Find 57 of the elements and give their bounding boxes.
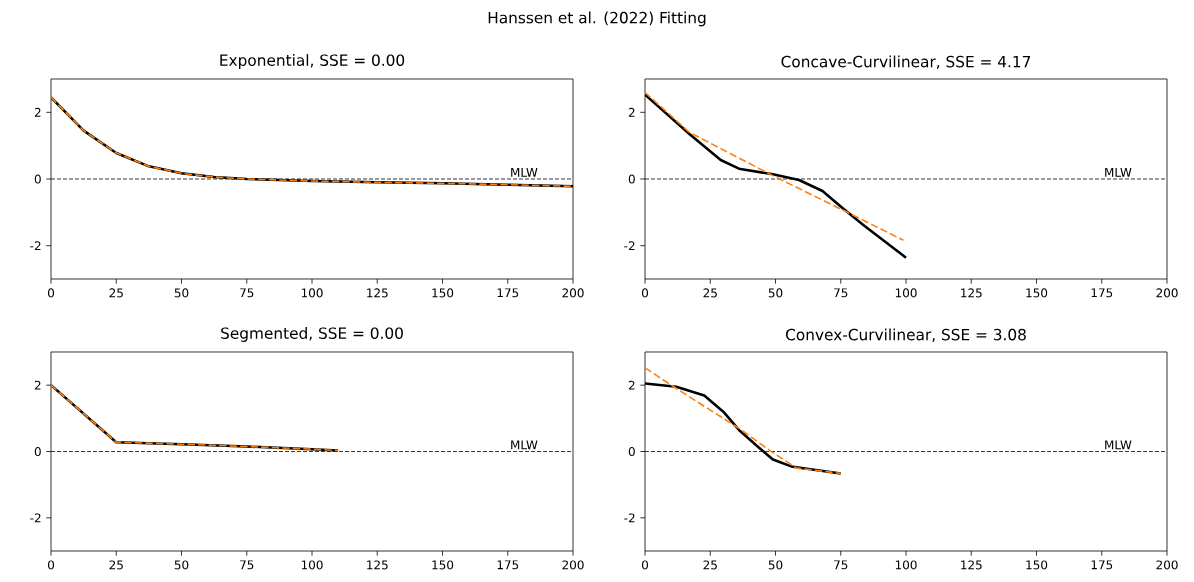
x-tick-label: 175 — [1091, 288, 1113, 298]
y-tick-label: 2 — [34, 380, 41, 390]
x-tick-label: 175 — [497, 560, 519, 570]
x-tick-label: 150 — [432, 560, 454, 570]
x-tick-label: 75 — [834, 560, 848, 570]
y-tick-label: -2 — [30, 241, 41, 251]
x-tick-label: 150 — [1026, 560, 1048, 570]
x-tick-label: 125 — [367, 560, 388, 570]
chart-title: Concave-Curvilinear, SSE = 4.17 — [781, 55, 1031, 69]
x-tick-label: 25 — [109, 560, 123, 570]
y-tick-label: 2 — [34, 107, 41, 117]
x-tick-label: 25 — [109, 288, 123, 298]
ref-line-label: MLW — [1105, 167, 1132, 177]
chart-title: Exponential, SSE = 0.00 — [220, 54, 405, 69]
x-tick-label: 200 — [1156, 288, 1178, 298]
chart-title: Segmented, SSE = 0.00 — [221, 327, 403, 342]
x-tick-label: 100 — [301, 288, 323, 298]
y-tick-label: -2 — [30, 513, 41, 523]
y-tick-label: 0 — [34, 446, 41, 457]
y-tick-label: 0 — [628, 174, 635, 184]
x-tick-label: 125 — [961, 288, 982, 298]
x-tick-label: 50 — [768, 288, 783, 298]
x-tick-label: 175 — [1091, 560, 1113, 570]
x-tick-label: 0 — [47, 560, 55, 570]
ref-line-label: MLW — [511, 440, 538, 450]
x-tick-label: 50 — [768, 560, 783, 570]
x-tick-label: 50 — [174, 560, 189, 570]
y-tick-label: 0 — [34, 174, 41, 184]
x-tick-label: 0 — [641, 288, 649, 298]
x-tick-label: 75 — [834, 288, 848, 298]
x-tick-label: 125 — [367, 288, 388, 298]
x-tick-label: 200 — [1156, 560, 1178, 570]
x-tick-label: 50 — [174, 288, 189, 298]
y-tick-label: -2 — [624, 513, 635, 523]
chart-title: Convex-Curvilinear, SSE = 3.08 — [786, 328, 1026, 342]
x-tick-label: 25 — [703, 560, 717, 570]
x-tick-label: 0 — [641, 560, 649, 570]
y-tick-label: -2 — [624, 241, 635, 251]
text: Hanssen et al. (2022) Fitting — [488, 11, 706, 27]
ref-line-label: MLW — [1105, 440, 1132, 450]
x-tick-label: 200 — [562, 560, 584, 570]
x-tick-label: 150 — [1026, 288, 1048, 298]
ref-line-label: MLW — [511, 167, 538, 177]
x-tick-label: 200 — [562, 288, 584, 298]
x-tick-label: 100 — [895, 560, 917, 570]
x-tick-label: 175 — [497, 288, 519, 298]
y-tick-label: 0 — [628, 446, 635, 457]
x-tick-label: 25 — [703, 288, 717, 298]
x-tick-label: 150 — [432, 288, 454, 298]
x-tick-label: 75 — [240, 560, 254, 570]
x-tick-label: 0 — [47, 288, 55, 298]
x-tick-label: 100 — [301, 560, 323, 570]
x-tick-label: 100 — [895, 288, 917, 298]
y-tick-label: 2 — [628, 380, 635, 390]
x-tick-label: 125 — [961, 560, 982, 570]
x-tick-label: 75 — [240, 288, 254, 298]
y-tick-label: 2 — [628, 107, 635, 117]
